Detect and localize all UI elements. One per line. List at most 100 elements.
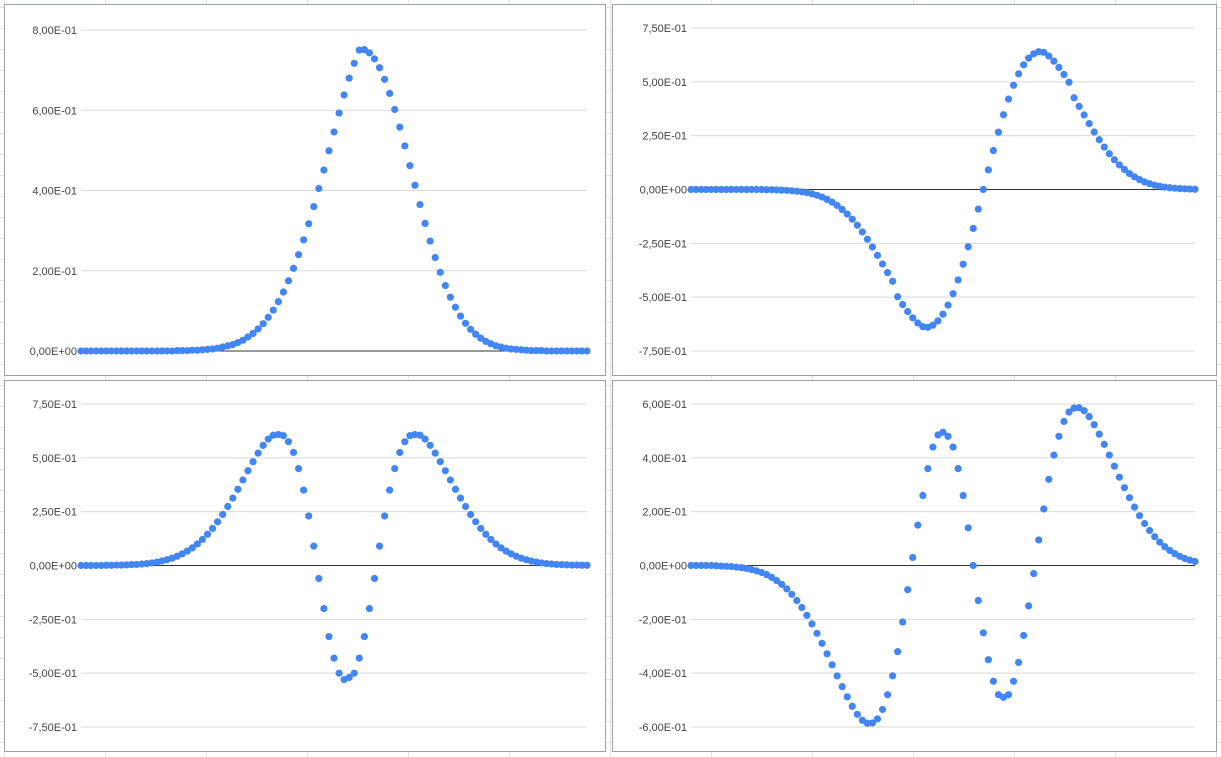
data-point bbox=[122, 347, 131, 355]
data-point bbox=[401, 438, 409, 446]
data-point bbox=[482, 530, 490, 538]
data-point bbox=[264, 313, 272, 321]
data-point bbox=[909, 314, 917, 322]
data-point bbox=[999, 111, 1008, 119]
chart-panel-1[interactable]: 8,00E-01 6,00E-01 4,00E-01 2,00E-01 0,00E+00 bbox=[4, 4, 606, 376]
data-point bbox=[1080, 407, 1088, 415]
data-point bbox=[77, 347, 85, 355]
data-point bbox=[1020, 631, 1028, 640]
data-point bbox=[1040, 48, 1048, 56]
data-point bbox=[1025, 602, 1033, 610]
data-point bbox=[421, 219, 429, 227]
data-point bbox=[335, 109, 343, 117]
data-point bbox=[1050, 451, 1058, 459]
data-point bbox=[868, 243, 877, 251]
data-point bbox=[158, 347, 166, 355]
data-point bbox=[989, 677, 997, 685]
y-tick-label: -2,50E-01 bbox=[29, 614, 77, 626]
y-tick-label: 6,00E-01 bbox=[642, 399, 687, 411]
data-point bbox=[269, 306, 277, 314]
data-point bbox=[1146, 526, 1154, 535]
y-tick-label: 2,50E-01 bbox=[32, 507, 77, 519]
data-point bbox=[467, 325, 475, 333]
data-point bbox=[244, 333, 252, 341]
data-point bbox=[350, 669, 358, 677]
data-point bbox=[249, 458, 257, 466]
data-point bbox=[431, 449, 439, 457]
data-point bbox=[823, 650, 831, 658]
data-point bbox=[386, 486, 394, 494]
data-point bbox=[1156, 538, 1164, 546]
data-point bbox=[929, 321, 937, 329]
data-point bbox=[345, 74, 353, 82]
data-point bbox=[873, 715, 882, 723]
data-point bbox=[578, 561, 586, 569]
data-point bbox=[904, 586, 912, 594]
data-point bbox=[949, 290, 957, 298]
data-point bbox=[813, 629, 821, 637]
data-point bbox=[919, 491, 927, 500]
data-point bbox=[778, 186, 786, 194]
data-point bbox=[883, 691, 892, 699]
data-point bbox=[340, 91, 348, 99]
y-tick-label: -4,00E-01 bbox=[639, 668, 687, 680]
data-point bbox=[1120, 165, 1129, 174]
data-point bbox=[1110, 462, 1118, 470]
data-point bbox=[467, 510, 475, 519]
y-tick-label: 5,00E-01 bbox=[32, 453, 77, 465]
y-tick-label: 0,00E+00 bbox=[30, 561, 77, 573]
data-point bbox=[370, 55, 379, 63]
data-point bbox=[1186, 185, 1194, 193]
data-point bbox=[568, 561, 576, 569]
data-point bbox=[224, 502, 232, 511]
data-point bbox=[1060, 417, 1068, 426]
data-point bbox=[979, 185, 987, 194]
data-point bbox=[173, 347, 181, 355]
data-point bbox=[219, 510, 227, 519]
data-point bbox=[254, 449, 262, 457]
data-point bbox=[773, 576, 781, 585]
data-point bbox=[697, 561, 705, 570]
data-point bbox=[1105, 451, 1113, 459]
data-point bbox=[853, 710, 861, 718]
y-tick-label: 2,00E-01 bbox=[32, 266, 77, 278]
chart-svg-3: 7,50E-01 5,00E-01 2,50E-01 0,00E+00 -2,50E-0… bbox=[29, 399, 591, 734]
data-point bbox=[143, 347, 151, 355]
data-point bbox=[456, 494, 465, 502]
data-point bbox=[929, 443, 937, 451]
data-point bbox=[198, 535, 207, 544]
data-point bbox=[573, 347, 581, 355]
data-point bbox=[717, 185, 725, 194]
data-point bbox=[542, 347, 551, 355]
data-point bbox=[294, 465, 303, 473]
chart-panel-3[interactable]: 7,50E-01 5,00E-01 2,50E-01 0,00E+00 -2,50E-0… bbox=[4, 380, 606, 752]
data-point bbox=[193, 540, 201, 548]
data-point bbox=[979, 629, 987, 637]
data-point bbox=[752, 185, 761, 194]
data-point bbox=[492, 540, 500, 548]
data-point bbox=[188, 346, 196, 354]
data-point bbox=[924, 465, 932, 473]
data-point bbox=[1040, 505, 1048, 513]
chart-panel-4[interactable]: 6,00E-01 4,00E-01 2,00E-01 0,00E+00 -2,00E-0… bbox=[612, 380, 1217, 752]
data-point bbox=[692, 185, 700, 194]
data-point bbox=[214, 518, 222, 526]
data-point bbox=[707, 185, 715, 194]
data-point bbox=[964, 243, 972, 251]
data-point bbox=[989, 146, 997, 155]
data-point bbox=[112, 347, 121, 355]
data-point bbox=[984, 166, 992, 174]
data-point bbox=[858, 228, 866, 236]
data-point bbox=[1105, 150, 1113, 158]
data-point bbox=[1095, 430, 1103, 438]
data-point bbox=[889, 277, 897, 285]
data-point bbox=[107, 561, 115, 569]
y-tick-label: 2,50E-01 bbox=[642, 131, 687, 143]
data-point bbox=[1004, 691, 1013, 699]
data-point bbox=[284, 438, 293, 446]
chart-panel-2[interactable]: 7,50E-01 5,00E-01 2,50E-01 0,00E+00 -2,50E-0… bbox=[612, 4, 1217, 376]
data-point bbox=[441, 467, 449, 475]
data-point bbox=[959, 260, 967, 268]
data-point bbox=[254, 325, 262, 333]
data-point bbox=[1015, 70, 1023, 78]
